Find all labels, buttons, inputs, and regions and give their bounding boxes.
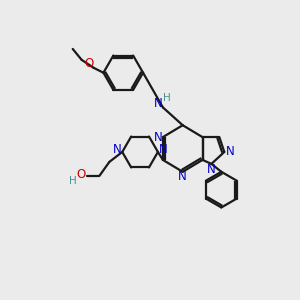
Text: N: N [113,142,122,155]
Text: H: H [69,176,76,186]
Text: N: N [178,170,187,183]
Text: N: N [154,97,162,110]
Text: N: N [207,163,216,176]
Text: O: O [76,168,85,181]
Text: N: N [158,142,167,155]
Text: N: N [226,146,235,158]
Text: H: H [163,94,171,103]
Text: O: O [84,57,93,70]
Text: N: N [154,130,162,144]
